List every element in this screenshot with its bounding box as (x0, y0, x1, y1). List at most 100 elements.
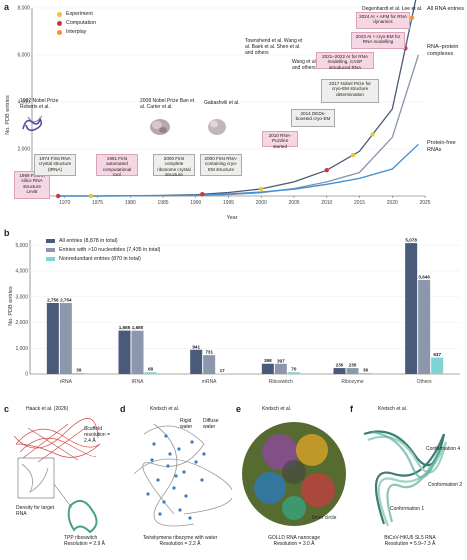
legend-computation: Computation (57, 20, 96, 26)
event-2021: 2021–2022 AI for RNA modelling, CASP int… (316, 52, 374, 70)
series-label-complexes: RNA–protein complexes (427, 44, 459, 57)
ref-wang: Wang et al. Li et al. and others (292, 59, 335, 71)
bar-trna-s0 (118, 330, 131, 374)
event-2010: 2010 RNA-Puzzles started (262, 131, 298, 149)
event-1974: 1974 First RNA crystal structure (tRNA) (34, 154, 76, 176)
bar-rrna-s1 (59, 303, 72, 374)
ref-2008: 2008 Nobel Prize Ban et al. Carter et al… (140, 98, 195, 110)
b-category-label: mRNA (202, 379, 217, 385)
water-dot (200, 478, 204, 482)
event-1991: 1991 First automated computational tool (96, 154, 138, 177)
event-2014: 2014 DEDs-boosted cryo-EM (291, 109, 335, 127)
bar-value-label: 2,756 (47, 297, 59, 302)
event-point-1974 (88, 193, 94, 199)
panel-c-caption: TPP riboswitch Resolution = 2.9 Å (64, 535, 105, 547)
panel-f-conf4: Conformation 4 (426, 446, 461, 452)
panel-e-inner: Inner circle (312, 515, 337, 521)
event-point-2014 (350, 152, 356, 158)
panel-e-caption: GOLLD RNA nanocage Resolution = 3.0 Å (268, 535, 320, 547)
panel-f-conf1: Conformation 1 (390, 506, 425, 512)
water-dot (150, 458, 154, 462)
panel-f-letter: f (350, 404, 353, 414)
water-dot (146, 492, 150, 496)
panel-a-letter: a (4, 2, 10, 12)
water-dot (188, 516, 192, 520)
event-point-1991 (200, 191, 205, 197)
bar-trna-s1 (131, 330, 144, 374)
panel-a-ylabel: No. PDB entries (5, 95, 11, 135)
bar-riboswitch-s0 (261, 363, 274, 374)
a-xtick-label: 2010 (321, 200, 332, 206)
water-dot (182, 470, 186, 474)
bar-value-label: 70 (291, 367, 297, 372)
bar-value-label: 1,685 (119, 325, 131, 330)
bar-others-s1 (418, 280, 431, 374)
bar-value-label: 3,646 (418, 275, 430, 280)
bar-others-s2 (431, 357, 444, 374)
water-dot (156, 478, 160, 482)
event-2023: 2023 AI + cryo-EM for RNA modelling (351, 32, 405, 49)
panel-b-chart: 0 1,000 2,000 3,000 4,000 5,000 rRNA 2,756 2,75… (8, 238, 460, 385)
b-ytick-label: 0 (25, 372, 28, 378)
bar-value-label: 1,680 (132, 325, 144, 330)
event-2000a: 2000 First complete ribosome crystal str… (153, 154, 195, 177)
event-point-2000 (259, 186, 264, 192)
bar-value-label: 637 (433, 352, 441, 357)
panel-c-density: Density for target RNA (16, 505, 55, 517)
panel-f-image (363, 430, 448, 527)
bar-rrna-s2 (72, 372, 85, 374)
b-category-label: tRNA (132, 379, 145, 385)
bar-value-label: 731 (205, 350, 213, 355)
legend-b-all: All entries (8,878 in total) (46, 238, 160, 244)
bar-others-s0 (405, 243, 418, 374)
ref-1982: 1982 Nobel Prize Roberts et al. (20, 98, 59, 110)
a-xtick-label: 1990 (190, 200, 201, 206)
bar-value-label: 230 (336, 363, 344, 368)
event-point-1969 (56, 193, 61, 199)
b-ytick-label: 1,000 (15, 346, 28, 352)
event-2017: 2017 Nobel Prize for cryo-EM structure d… (321, 79, 379, 103)
water-dot (166, 464, 170, 468)
legend-interplay: Interplay (57, 29, 96, 35)
panel-c-ref: Haack et al. (2026) (26, 406, 69, 412)
panel-f-ref: Kretsch et al. (378, 406, 408, 412)
panel-b-ylabel: No. PDB entries (8, 286, 14, 326)
panel-c-image (13, 418, 101, 534)
a-xtick-label: 1980 (125, 200, 136, 206)
water-dot (178, 508, 182, 512)
bar-ribozyme-s2 (359, 372, 372, 374)
a-xtick-label: 2020 (387, 200, 398, 206)
a-xtick-label: 2025 (419, 200, 430, 206)
panel-e-ref: Kretsch et al. (262, 406, 292, 412)
b-category-label: Ribozyme (341, 379, 363, 385)
panel-d-rigid: Rigid water (180, 418, 193, 430)
panel-d-diffuse: Diffuse water (203, 418, 219, 430)
bar-ribozyme-s0 (333, 368, 346, 374)
a-xtick-label: 2015 (354, 200, 365, 206)
legend-experiment: Experiment (57, 11, 96, 17)
panel-d-image (133, 423, 232, 527)
a-xtick-label: 1970 (59, 200, 70, 206)
b-category-label: rRNA (60, 379, 73, 385)
event-point-2023 (409, 15, 415, 20)
ref-townshend: Townshend et al. Wang et al. Baek et al.… (245, 38, 303, 56)
water-dot (194, 460, 198, 464)
a-xtick-label: 2005 (288, 200, 299, 206)
bar-value-label: 230 (349, 363, 357, 368)
bar-trna-s2 (144, 372, 157, 374)
ref-degenhardt: Degenhardt et al. Lee et al. (362, 6, 423, 12)
bar-riboswitch-s2 (287, 372, 300, 374)
water-dot (172, 486, 176, 490)
bar-value-label: 39 (76, 367, 82, 372)
b-ytick-label: 2,000 (15, 320, 28, 326)
panel-d-ref: Kretsch et al. (150, 406, 180, 412)
a-ytick-label: 8,000 (17, 6, 30, 12)
b-ytick-label: 4,000 (15, 269, 28, 275)
panel-a-xlabel: Year (226, 215, 237, 221)
water-dot (158, 512, 162, 516)
water-dot (177, 447, 181, 451)
a-xtick-label: 2000 (256, 200, 267, 206)
water-dot (162, 500, 166, 504)
bar-riboswitch-s1 (274, 363, 287, 374)
panel-f-caption: BtCoV-HKU5 SL5 RNA Resolution = 5.9–7.3 … (384, 535, 436, 547)
